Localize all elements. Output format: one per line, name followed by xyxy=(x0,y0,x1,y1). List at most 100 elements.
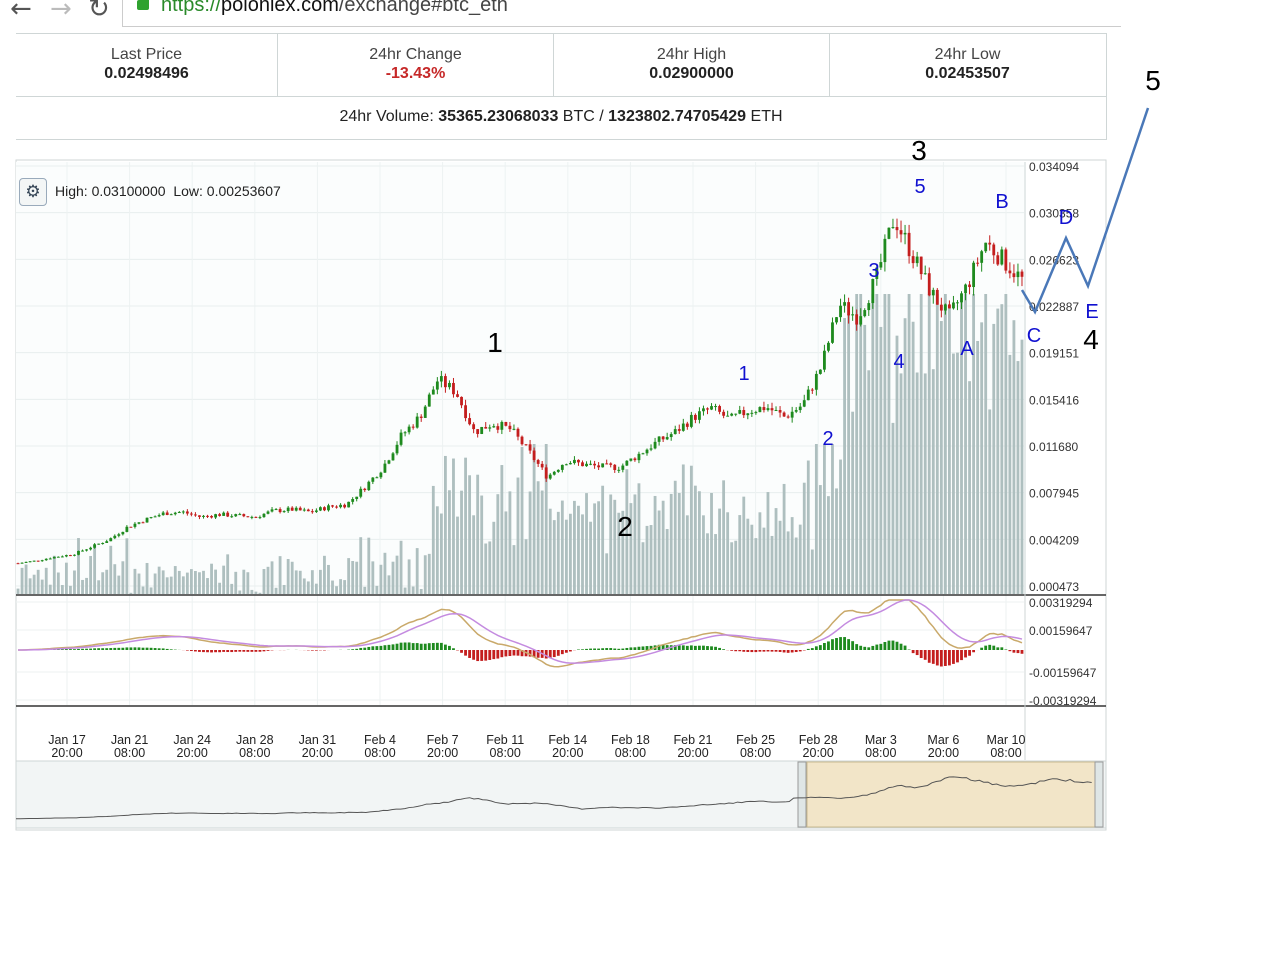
candle-body xyxy=(786,416,790,418)
volume-bar xyxy=(431,485,435,594)
macd-histogram-bar xyxy=(250,650,254,652)
high-label: 24hr High xyxy=(656,46,727,63)
volume-bar xyxy=(512,545,516,594)
macd-histogram-bar xyxy=(927,650,931,663)
volume-bar xyxy=(919,294,923,594)
macd-histogram-bar xyxy=(157,648,161,650)
macd-histogram-bar xyxy=(702,645,705,650)
volume-bar xyxy=(633,494,637,594)
candle-body xyxy=(89,547,93,550)
forward-arrow-icon[interactable]: → xyxy=(50,0,72,24)
macd-histogram-bar xyxy=(589,648,592,650)
volume-line: 24hr Volume: 35365.23068033 BTC / 132380… xyxy=(16,108,1106,126)
candle-body xyxy=(117,534,121,536)
candle-body xyxy=(145,517,149,523)
volume-btc-unit: BTC / xyxy=(562,108,604,125)
macd-histogram-bar xyxy=(407,642,411,650)
volume-bar xyxy=(169,576,173,594)
x-tick-time: 08:00 xyxy=(865,746,896,760)
macd-histogram-bar xyxy=(657,644,661,650)
macd-histogram-bar xyxy=(560,650,564,655)
candle-body xyxy=(1012,273,1016,278)
volume-bar xyxy=(52,555,56,594)
volume-bar xyxy=(653,495,657,594)
macd-histogram-bar xyxy=(460,650,463,653)
volume-bar xyxy=(855,294,859,594)
candle-body xyxy=(847,302,851,316)
volume-bar xyxy=(601,485,605,594)
candle-body xyxy=(1000,249,1004,265)
candle-body xyxy=(754,412,758,414)
candle-body xyxy=(286,507,290,512)
candle-body xyxy=(242,514,246,517)
macd-histogram-bar xyxy=(395,643,399,650)
volume-bar xyxy=(823,444,826,594)
volume-bar xyxy=(669,493,673,594)
macd-histogram-bar xyxy=(673,645,677,650)
macd-histogram-bar xyxy=(847,639,851,650)
candle-body xyxy=(730,413,734,416)
volume-bar xyxy=(992,323,996,594)
volume-bar xyxy=(149,587,153,594)
candle-body xyxy=(726,415,730,417)
candle-body xyxy=(165,512,169,515)
candle-body xyxy=(964,284,967,294)
candle-body xyxy=(1016,271,1020,278)
volume-bar xyxy=(173,566,177,594)
candle-body xyxy=(685,423,689,427)
x-tick-time: 20:00 xyxy=(302,746,333,760)
volume-bar xyxy=(988,409,992,594)
volume-bar xyxy=(355,561,359,594)
candle-body xyxy=(24,561,28,563)
candle-body xyxy=(798,406,802,411)
volume-bar xyxy=(863,324,867,594)
macd-histogram-bar xyxy=(879,643,883,650)
volume-bar xyxy=(738,515,742,594)
candle-body xyxy=(669,434,673,438)
volume-bar xyxy=(335,586,338,594)
macd-histogram-bar xyxy=(843,637,846,650)
volume-bar xyxy=(798,524,802,594)
candle-body xyxy=(250,516,254,518)
volume-bar xyxy=(693,485,697,594)
candle-body xyxy=(645,449,649,454)
macd-histogram-bar xyxy=(383,645,387,650)
volume-bar xyxy=(835,488,838,594)
macd-histogram-bar xyxy=(915,650,919,656)
macd-histogram-bar xyxy=(782,650,786,653)
volume-bar xyxy=(121,561,125,594)
url-text: https://poloniex.com/exchange#btc_eth xyxy=(161,0,508,16)
back-arrow-icon[interactable]: ← xyxy=(10,0,32,24)
volume-bar xyxy=(681,464,685,594)
macd-histogram-bar xyxy=(210,650,213,653)
candle-body xyxy=(93,544,97,548)
macd-histogram-bar xyxy=(472,650,476,660)
volume-bar xyxy=(915,372,919,594)
candle-body xyxy=(552,471,556,475)
volume-bar xyxy=(254,591,258,594)
volume-bar xyxy=(282,584,286,594)
volume-bar xyxy=(605,553,609,594)
volume-bar xyxy=(718,508,721,594)
macd-histogram-bar xyxy=(310,650,314,651)
volume-bar xyxy=(28,578,32,594)
volume-bar xyxy=(577,505,580,594)
macd-histogram-bar xyxy=(855,644,859,650)
candle-body xyxy=(435,381,439,390)
candle-body xyxy=(956,302,959,304)
gear-icon[interactable]: ⚙ xyxy=(19,178,47,206)
reload-icon[interactable]: ↻ xyxy=(88,0,110,24)
address-bar[interactable]: https://poloniex.com/exchange#btc_eth xyxy=(122,0,1121,27)
volume-bar xyxy=(556,511,560,594)
last-price-value: 0.02498496 xyxy=(104,65,189,82)
volume-bar xyxy=(516,477,520,594)
volume-bar xyxy=(157,566,161,594)
macd-histogram-bar xyxy=(911,650,915,654)
macd-histogram-bar xyxy=(189,650,193,652)
macd-histogram-bar xyxy=(443,644,447,650)
macd-histogram-bar xyxy=(621,648,625,650)
macd-histogram-bar xyxy=(468,650,472,658)
candle-body xyxy=(520,436,524,445)
macd-histogram-bar xyxy=(738,650,742,652)
